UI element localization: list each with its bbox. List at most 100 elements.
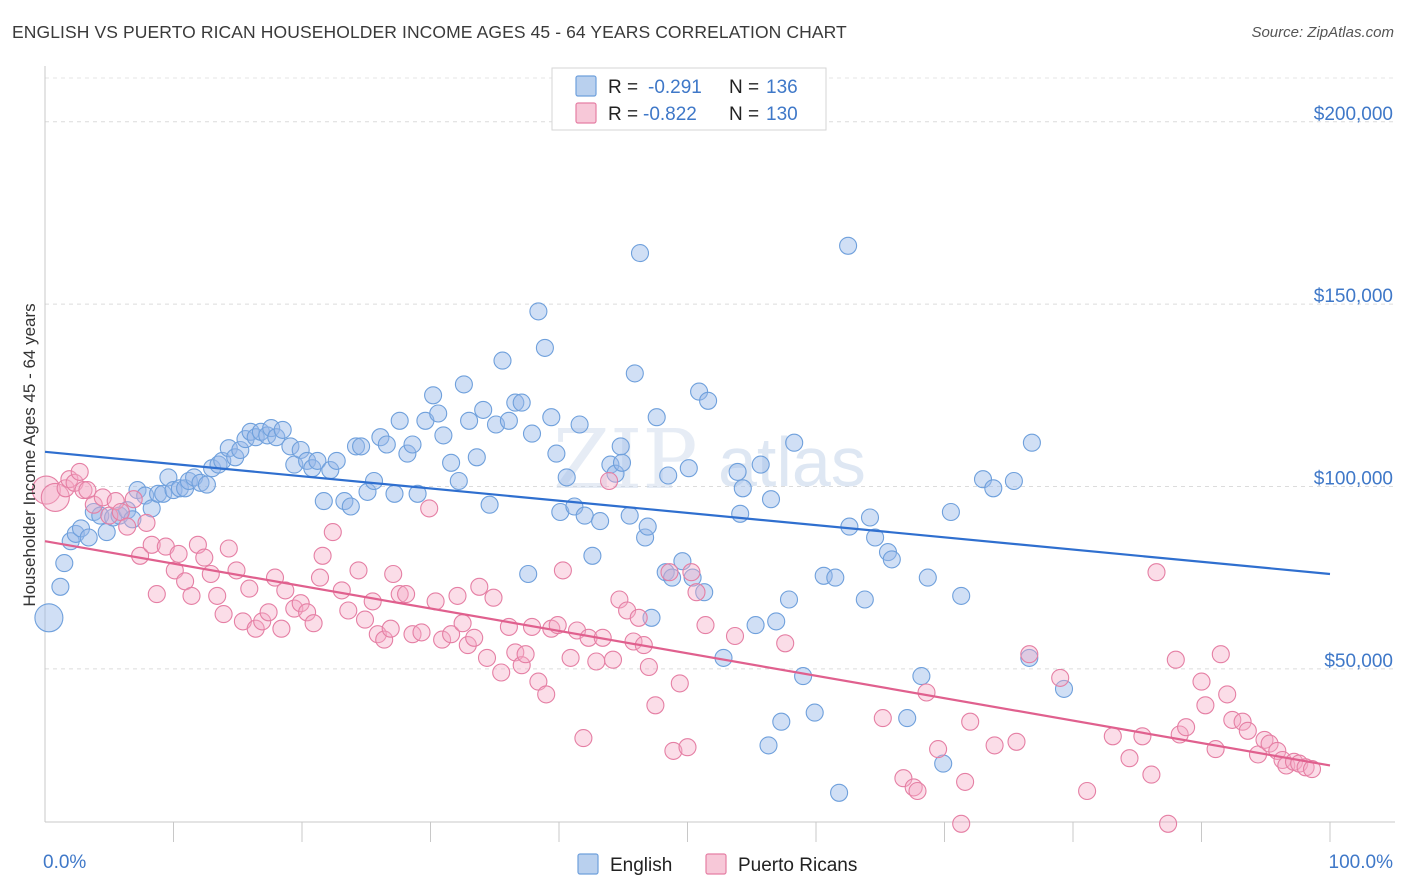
english-point (751, 455, 770, 474)
puerto-rican-point (60, 470, 79, 489)
puerto-rican-point (618, 601, 637, 620)
english-point (341, 497, 360, 516)
watermark-zip: ZIP (553, 413, 698, 508)
puerto-rican-point (670, 674, 689, 693)
puerto-rican-point (682, 563, 701, 582)
legend-r-label: R = (608, 77, 638, 98)
english-point (547, 444, 566, 463)
english-point (460, 411, 479, 430)
puerto-rican-point (240, 579, 259, 598)
puerto-rican-point (1051, 668, 1070, 687)
puerto-rican-point (442, 625, 461, 644)
puerto-rican-point (323, 523, 342, 542)
puerto-rican-point (310, 568, 330, 587)
puerto-rican-point (725, 626, 745, 646)
puerto-rican-point (477, 648, 497, 667)
puerto-rican-point (259, 603, 278, 622)
x-tick-label: 0.0% (43, 852, 86, 873)
english-point (197, 475, 216, 494)
english-point (679, 459, 698, 478)
english-point (699, 391, 718, 410)
watermark-atlas: atlas (718, 423, 866, 501)
puerto-rican-point (639, 657, 658, 677)
english-point (398, 444, 417, 463)
english-point (826, 568, 845, 587)
legend-swatch-english (575, 75, 597, 97)
puerto-rican-point (448, 586, 467, 605)
english-point (934, 754, 953, 773)
puerto-rican-point (646, 696, 665, 715)
english-point (512, 393, 531, 412)
puerto-rican-point (339, 601, 358, 620)
puerto-rican-point (587, 652, 606, 671)
legend-n-label: N = (729, 77, 759, 98)
puerto-rican-point (349, 561, 368, 580)
puerto-rican-point (484, 588, 503, 607)
english-point (611, 437, 630, 456)
english-trend-line (44, 450, 1331, 576)
puerto-rican-point (1159, 814, 1178, 833)
english-point (759, 736, 778, 755)
english-point (352, 437, 371, 456)
english-point (480, 495, 499, 514)
puerto-rican-point (873, 709, 892, 728)
puerto-rican-point (985, 736, 1004, 755)
english-point (79, 528, 98, 547)
english-point (519, 564, 538, 584)
english-point (442, 453, 461, 472)
english-point (149, 484, 168, 503)
english-point (219, 439, 238, 458)
bottom-legend-english: English (610, 855, 672, 876)
y-tick-label: $200,000 (1314, 104, 1393, 125)
english-point (733, 479, 752, 498)
english-point (630, 244, 650, 263)
puerto-rican-point (298, 603, 317, 622)
puerto-rican-point (276, 581, 295, 600)
english-point (557, 468, 576, 487)
english-point (179, 471, 198, 491)
english-point (1054, 679, 1074, 698)
bottom-legend-swatch-puerto-ricans (705, 853, 727, 875)
x-tick-label: 100.0% (1329, 852, 1394, 873)
puerto-rican-point (776, 634, 795, 653)
puerto-rican-point (1142, 765, 1161, 784)
puerto-rican-point (84, 495, 103, 514)
english-point (785, 433, 804, 452)
english-point (642, 608, 661, 627)
english-point (918, 568, 937, 587)
puerto-rican-point (253, 612, 272, 631)
english-point (767, 612, 786, 631)
puerto-rican-point (106, 492, 125, 511)
y-tick-label: $50,000 (1324, 651, 1393, 672)
english-point (71, 519, 91, 538)
puerto-rican-point (40, 482, 70, 512)
puerto-rican-point (1192, 672, 1211, 691)
puerto-rican-point (929, 740, 948, 759)
puerto-rican-point (687, 583, 706, 602)
english-point (346, 437, 366, 456)
puerto-rican-trend-line (44, 540, 1331, 767)
puerto-rican-point (574, 729, 593, 748)
english-point (535, 338, 554, 357)
english-point (636, 528, 655, 547)
english-point (371, 428, 390, 447)
english-point (493, 351, 512, 370)
puerto-rican-point (453, 614, 472, 633)
english-point (529, 302, 548, 321)
puerto-rican-point (1078, 781, 1097, 801)
puerto-rican-point (664, 741, 683, 760)
puerto-rican-point (332, 581, 351, 600)
puerto-rican-point (894, 769, 913, 788)
english-point (499, 411, 518, 430)
puerto-rican-point (660, 563, 679, 582)
english-point (262, 419, 281, 438)
english-point (912, 667, 931, 686)
english-point (55, 554, 74, 573)
english-point (570, 415, 589, 434)
puerto-rican-point (1103, 727, 1122, 746)
puerto-rican-point (961, 712, 980, 731)
puerto-rican-point (1233, 712, 1252, 731)
english-point (390, 411, 409, 430)
english-point (434, 426, 453, 445)
puerto-rican-point (118, 517, 137, 536)
